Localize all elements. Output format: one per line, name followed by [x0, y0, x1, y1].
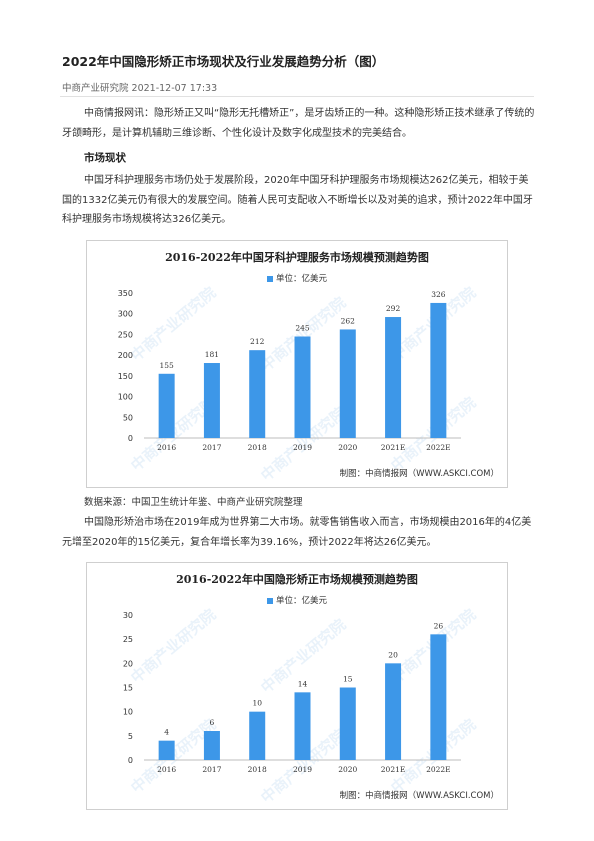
y-tick-label: 5: [128, 732, 133, 741]
x-tick-label: 2020: [338, 765, 357, 774]
market-paragraph: 中国牙科护理服务市场仍处于发展阶段，2020年中国牙科护理服务市场规模达262亿…: [62, 175, 533, 225]
y-tick-label: 300: [118, 310, 133, 319]
legend-label: 单位：亿美元: [276, 596, 328, 606]
data-label: 181: [205, 350, 219, 359]
data-label: 262: [341, 316, 356, 325]
chart-legend: 单位：亿美元: [267, 272, 327, 284]
data-label: 292: [386, 304, 401, 313]
y-tick-label: 20: [123, 659, 133, 668]
chart-footer: 制图：中商情报网（WWW.ASKCI.COM）: [339, 469, 499, 479]
y-tick-label: 100: [118, 393, 133, 402]
y-tick-label: 350: [118, 289, 133, 298]
dental-care-market-chart: 中商产业研究院中商产业研究院中商产业研究院中商产业研究院中商产业研究院中商产业研…: [86, 240, 508, 488]
bar: [203, 731, 220, 760]
legend-swatch: [267, 597, 273, 604]
intro-paragraph: 中商情报网讯：隐形矫正又叫“隐形无托槽矫正”，是牙齿矫正的一种。这种隐形矫正技术…: [62, 108, 535, 139]
data-label: 4: [164, 728, 169, 737]
bar: [158, 740, 175, 760]
data-label: 26: [434, 621, 444, 630]
bar: [249, 350, 266, 438]
x-tick-label: 2016: [157, 443, 176, 452]
x-tick-label: 2018: [248, 765, 267, 774]
bar: [385, 317, 402, 438]
bar: [294, 336, 311, 438]
watermark: 中商产业研究院: [127, 605, 219, 686]
bar: [158, 373, 175, 438]
x-tick-label: 2019: [293, 765, 312, 774]
y-tick-label: 10: [123, 708, 133, 717]
data-label: 326: [431, 290, 446, 299]
chart-footer: 制图：中商情报网（WWW.ASKCI.COM）: [339, 791, 499, 801]
x-tick-label: 2017: [202, 443, 221, 452]
data-source: 数据来源：中国卫生统计年鉴、中商产业研究院整理: [84, 497, 303, 508]
bar: [430, 634, 447, 760]
bar: [249, 711, 266, 760]
section-title: 市场现状: [84, 152, 126, 164]
clear-aligner-market-chart: 中商产业研究院中商产业研究院中商产业研究院中商产业研究院中商产业研究院中商产业研…: [86, 562, 508, 810]
data-label: 14: [298, 679, 308, 688]
y-tick-label: 150: [118, 372, 133, 381]
data-label: 10: [252, 699, 262, 708]
data-label: 212: [250, 337, 265, 346]
chart-plot: 中商产业研究院中商产业研究院中商产业研究院中商产业研究院中商产业研究院中商产业研…: [123, 605, 480, 806]
x-tick-label: 2016: [157, 765, 176, 774]
y-tick-label: 0: [128, 434, 133, 443]
bar: [430, 302, 447, 438]
article-meta: 中商产业研究院 2021-12-07 17:33: [62, 83, 218, 94]
chart-title: 2016-2022年中国隐形矫正市场规模预测趋势图: [176, 573, 418, 586]
article-title: 2022年中国隐形矫正市场现状及行业发展趋势分析（图）: [62, 54, 385, 69]
chart-plot: 中商产业研究院中商产业研究院中商产业研究院中商产业研究院中商产业研究院中商产业研…: [118, 283, 480, 484]
x-tick-label: 2021E: [381, 443, 406, 452]
x-tick-label: 2019: [293, 443, 312, 452]
data-label: 6: [210, 718, 215, 727]
bar: [339, 329, 356, 438]
bar: [203, 363, 220, 438]
y-tick-label: 200: [118, 351, 133, 360]
chart-title: 2016-2022年中国牙科护理服务市场规模预测趋势图: [165, 251, 429, 264]
y-tick-label: 250: [118, 330, 133, 339]
divider: [60, 96, 534, 97]
y-tick-label: 15: [123, 684, 133, 693]
y-tick-label: 25: [123, 635, 133, 644]
chart-legend: 单位：亿美元: [267, 594, 327, 606]
x-tick-label: 2018: [248, 443, 267, 452]
y-tick-label: 0: [128, 756, 133, 765]
bar: [385, 663, 402, 760]
x-tick-label: 2021E: [381, 765, 406, 774]
y-tick-label: 30: [123, 611, 133, 620]
y-tick-label: 50: [123, 413, 133, 422]
aligner-paragraph: 中国隐形矫治市场在2019年成为世界第二大市场。就零售销售收入而言，市场规模由2…: [62, 517, 532, 548]
bar: [339, 687, 356, 760]
data-label: 20: [388, 650, 398, 659]
x-tick-label: 2020: [338, 443, 357, 452]
x-tick-label: 2022E: [426, 443, 451, 452]
data-label: 155: [159, 361, 174, 370]
legend-swatch: [267, 275, 273, 282]
data-label: 245: [295, 324, 310, 333]
legend-label: 单位：亿美元: [276, 274, 328, 284]
bar: [294, 692, 311, 760]
data-label: 15: [343, 675, 353, 684]
x-tick-label: 2022E: [426, 765, 451, 774]
x-tick-label: 2017: [202, 765, 221, 774]
